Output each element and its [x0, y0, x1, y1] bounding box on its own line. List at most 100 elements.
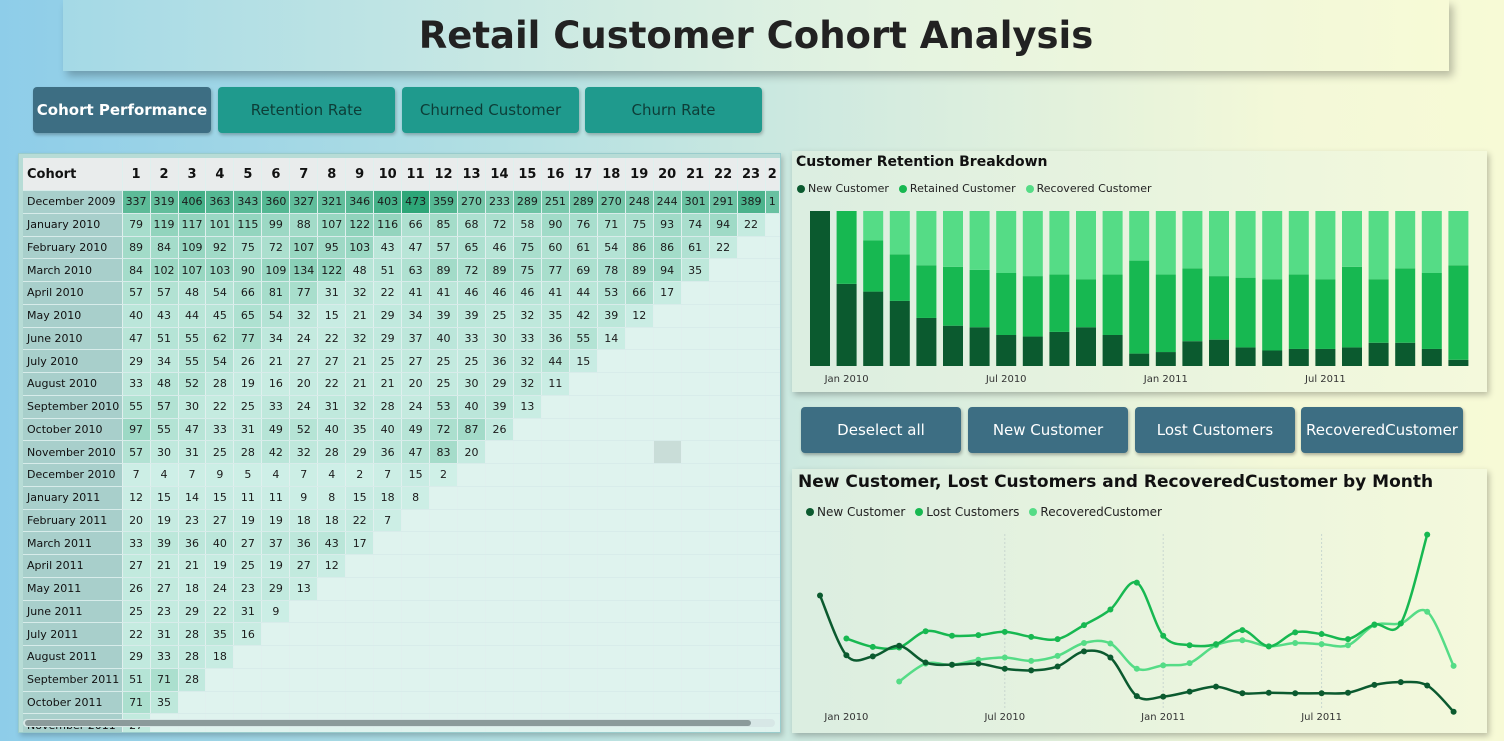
data-point[interactable]: [922, 659, 929, 666]
bar-segment[interactable]: [1288, 211, 1309, 275]
bar-segment[interactable]: [1262, 279, 1283, 351]
table-row[interactable]: March 2011 33 39 36 40 27 37 36 43 17: [23, 531, 780, 555]
bar-segment[interactable]: [1342, 347, 1362, 366]
bar-segment[interactable]: [943, 266, 963, 326]
bar-segment[interactable]: [916, 317, 937, 366]
bar-segment[interactable]: [1395, 211, 1416, 269]
data-point[interactable]: [1186, 642, 1193, 649]
period-header[interactable]: 22: [709, 158, 738, 191]
data-point[interactable]: [1424, 608, 1431, 615]
period-header[interactable]: 12: [429, 158, 459, 191]
data-point[interactable]: [1054, 652, 1061, 659]
legend-item[interactable]: New Customer: [797, 182, 889, 195]
period-header[interactable]: 17: [569, 158, 598, 191]
data-point[interactable]: [1133, 665, 1140, 672]
data-point[interactable]: [1107, 654, 1114, 661]
data-point[interactable]: [1345, 642, 1351, 649]
table-row[interactable]: January 2010 79 119 117 101 115 99 88 107 122 116 6…: [23, 213, 780, 237]
data-point[interactable]: [843, 635, 850, 642]
table-row[interactable]: June 2011 25 23 29 22 31 9: [23, 600, 780, 624]
bar-segment[interactable]: [969, 327, 990, 366]
bar-segment[interactable]: [916, 211, 937, 266]
data-point[interactable]: [896, 678, 903, 685]
table-row[interactable]: February 2011 20 19 23 27 19 19 18 18 22 7: [23, 509, 780, 533]
bar-segment[interactable]: [1368, 211, 1389, 280]
bar-segment[interactable]: [1262, 350, 1283, 367]
period-header[interactable]: 3: [178, 158, 207, 191]
data-point[interactable]: [949, 661, 955, 668]
table-row[interactable]: February 2010 89 84 109 92 75 72 107 95 103 43 47 57…: [23, 236, 780, 260]
data-point[interactable]: [975, 660, 982, 667]
data-point[interactable]: [1028, 633, 1035, 640]
data-point[interactable]: [1213, 641, 1219, 648]
bar-segment[interactable]: [889, 254, 910, 301]
period-header[interactable]: 9: [345, 158, 375, 191]
data-point[interactable]: [1081, 622, 1087, 629]
bar-segment[interactable]: [1368, 279, 1389, 343]
data-point[interactable]: [1450, 662, 1457, 669]
data-point[interactable]: [1397, 620, 1404, 627]
bar-segment[interactable]: [836, 211, 857, 284]
cohort-header[interactable]: Cohort: [23, 158, 123, 191]
deselect-all-button[interactable]: Deselect all: [801, 407, 961, 453]
table-row[interactable]: April 2011 27 21 21 19 25 19 27 12: [23, 554, 780, 578]
bar-segment[interactable]: [1102, 211, 1123, 275]
horizontal-scrollbar[interactable]: [23, 719, 775, 727]
table-row[interactable]: August 2010 33 48 52 28 19 16 20 22 21 21 20 25 30 29 3…: [23, 372, 780, 396]
data-point[interactable]: [1081, 640, 1087, 646]
legend-item[interactable]: RecoveredCustomer: [1029, 505, 1162, 519]
legend-item[interactable]: Recovered Customer: [1025, 182, 1152, 195]
bar-segment[interactable]: [1076, 211, 1096, 280]
data-point[interactable]: [1186, 688, 1193, 695]
period-header[interactable]: 4: [205, 158, 235, 191]
table-row[interactable]: July 2011 22 31 28 35 16: [23, 622, 780, 646]
new-customer-button[interactable]: New Customer: [968, 407, 1128, 453]
bar-segment[interactable]: [996, 211, 1017, 273]
data-point[interactable]: [1160, 693, 1167, 700]
bar-segment[interactable]: [1395, 342, 1416, 366]
recovered-customer-button[interactable]: RecoveredCustomer: [1301, 407, 1463, 453]
tab-churned-customer[interactable]: Churned Customer: [402, 87, 579, 133]
period-header[interactable]: 1: [122, 158, 151, 191]
table-row[interactable]: January 2011 12 15 14 15 11 11 9 8 15 18 8: [23, 486, 780, 510]
legend-item[interactable]: New Customer: [806, 505, 905, 519]
data-point[interactable]: [1028, 667, 1035, 674]
bar-segment[interactable]: [889, 300, 910, 366]
data-point[interactable]: [1160, 632, 1167, 639]
scrollbar-thumb[interactable]: [25, 720, 751, 726]
period-header[interactable]: 6: [261, 158, 291, 191]
table-row[interactable]: April 2010 57 57 48 54 66 81 77 31 32 22 41 41 46 46 46…: [23, 281, 780, 305]
period-header[interactable]: 16: [541, 158, 570, 191]
bar-segment[interactable]: [1022, 336, 1043, 366]
data-point[interactable]: [1371, 681, 1378, 688]
data-point[interactable]: [1345, 636, 1351, 643]
bar-segment[interactable]: [969, 211, 990, 270]
bar-segment[interactable]: [1022, 276, 1043, 337]
data-point[interactable]: [1081, 648, 1087, 655]
bar-segment[interactable]: [1102, 335, 1123, 366]
data-point[interactable]: [1001, 628, 1008, 635]
bar-segment[interactable]: [1155, 274, 1176, 353]
period-header[interactable]: 7: [289, 158, 319, 191]
period-header[interactable]: 2: [150, 158, 179, 191]
data-point[interactable]: [896, 642, 903, 649]
bar-segment[interactable]: [1182, 268, 1203, 342]
bar-segment[interactable]: [1155, 211, 1176, 275]
period-header[interactable]: 11: [401, 158, 431, 191]
table-row[interactable]: May 2010 40 43 44 45 65 54 32 15 21 29 34 39 39 25 32 35…: [23, 304, 780, 328]
tab-churn-rate[interactable]: Churn Rate: [585, 87, 762, 133]
legend-item[interactable]: Retained Customer: [898, 182, 1016, 195]
bar-segment[interactable]: [1262, 211, 1283, 280]
bar-segment[interactable]: [1342, 211, 1362, 267]
bar-segment[interactable]: [1395, 268, 1416, 343]
table-row[interactable]: May 2011 26 27 18 24 23 29 13: [23, 577, 780, 601]
data-point[interactable]: [1424, 682, 1431, 689]
bar-segment[interactable]: [863, 240, 884, 292]
bar-segment[interactable]: [863, 291, 884, 366]
data-point[interactable]: [1054, 636, 1061, 643]
bar-segment[interactable]: [1102, 274, 1123, 335]
data-point[interactable]: [922, 628, 929, 635]
bar-segment[interactable]: [916, 265, 937, 318]
bar-segment[interactable]: [943, 325, 963, 366]
data-point[interactable]: [1318, 690, 1325, 697]
